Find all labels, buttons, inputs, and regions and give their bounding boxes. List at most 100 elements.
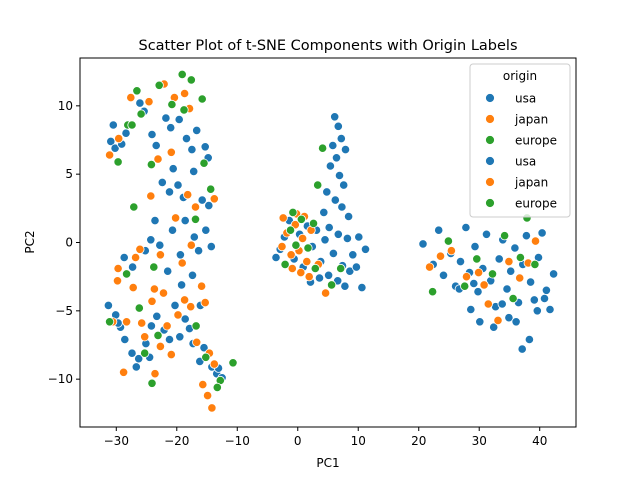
point-usa-109 [418, 239, 428, 249]
point-usa-31 [180, 216, 190, 226]
point-usa-26 [146, 235, 156, 245]
point-usa-36 [119, 252, 129, 263]
point-japan-0 [105, 150, 115, 160]
point-japan-11 [146, 191, 156, 201]
legend-label-japan: japan [514, 113, 548, 127]
point-europe-23 [228, 358, 238, 368]
point-usa-42 [103, 300, 114, 310]
point-europe-42 [460, 281, 470, 291]
point-usa-140 [475, 317, 485, 327]
point-japan-59 [278, 213, 288, 223]
point-europe-15 [122, 269, 132, 279]
point-europe-14 [149, 262, 159, 272]
point-japan-28 [147, 296, 157, 306]
point-europe-43 [472, 254, 482, 264]
point-usa-115 [455, 256, 466, 267]
point-japan-19 [197, 281, 207, 291]
point-usa-2 [110, 143, 120, 153]
y-tick-label: 5 [65, 167, 73, 181]
point-usa-46 [127, 348, 137, 358]
legend-box [469, 63, 571, 218]
point-usa-30 [175, 250, 185, 260]
y-axis-ticks: −10 −5 0 5 10 [48, 99, 80, 386]
x-tick-label: 30 [472, 434, 487, 448]
point-japan-12 [209, 194, 219, 204]
point-japan-2 [126, 93, 136, 103]
x-axis-ticks: −30 −20 −10 0 10 20 30 40 [104, 427, 547, 448]
point-japan-23 [158, 288, 169, 298]
point-usa-32 [189, 232, 199, 242]
point-japan-34 [155, 341, 165, 351]
point-usa-19 [173, 180, 183, 190]
point-japan-15 [186, 240, 196, 250]
point-usa-94 [334, 170, 345, 181]
point-usa-100 [319, 207, 329, 217]
point-japan-14 [171, 213, 181, 223]
point-japan-65 [461, 272, 472, 282]
point-japan-29 [162, 321, 172, 331]
x-axis-label: PC1 [316, 456, 339, 470]
point-usa-135 [537, 228, 547, 238]
point-usa-39 [177, 280, 187, 290]
point-usa-40 [187, 270, 198, 280]
point-japan-63 [435, 251, 446, 261]
point-japan-45 [131, 252, 141, 263]
legend-marker-japan [485, 177, 495, 187]
point-europe-36 [326, 280, 337, 290]
point-usa-28 [155, 240, 165, 250]
point-usa-33 [194, 246, 204, 256]
point-usa-35 [206, 242, 216, 252]
point-usa-126 [502, 284, 512, 294]
point-usa-3 [121, 128, 131, 138]
point-europe-32 [291, 240, 301, 250]
legend-title: origin [503, 69, 537, 83]
point-usa-138 [548, 269, 559, 279]
point-usa-45 [120, 334, 130, 345]
point-usa-133 [529, 295, 539, 305]
point-europe-33 [280, 259, 290, 269]
legend-marker-europe [485, 135, 495, 145]
point-japan-22 [149, 284, 159, 294]
point-japan-66 [473, 267, 484, 278]
point-usa-128 [510, 243, 520, 253]
point-usa-98 [337, 202, 347, 212]
point-japan-56 [304, 272, 314, 282]
point-usa-23 [197, 195, 207, 205]
point-usa-38 [163, 266, 173, 276]
point-usa-9 [161, 113, 171, 123]
point-usa-148 [497, 299, 507, 309]
point-usa-34 [201, 225, 211, 235]
point-usa-145 [511, 317, 521, 327]
x-tick-label: 20 [411, 434, 426, 448]
point-japan-27 [137, 318, 147, 328]
y-tick-label: −10 [48, 372, 73, 386]
point-usa-105 [351, 262, 361, 272]
point-europe-6 [186, 75, 196, 85]
point-usa-95 [339, 180, 349, 190]
point-europe-35 [317, 143, 328, 153]
point-japan-40 [203, 390, 213, 401]
point-europe-25 [105, 317, 115, 327]
point-japan-54 [287, 263, 297, 274]
x-tick-label: −30 [104, 434, 129, 448]
point-usa-87 [330, 112, 340, 122]
point-europe-18 [191, 321, 201, 331]
y-tick-label: −5 [55, 304, 73, 318]
point-japan-48 [286, 250, 296, 260]
point-europe-28 [285, 225, 296, 235]
point-usa-144 [524, 334, 535, 345]
point-usa-29 [167, 225, 178, 235]
point-japan-13 [190, 202, 201, 212]
point-usa-0 [108, 120, 118, 130]
point-europe-26 [113, 157, 123, 167]
point-usa-107 [357, 282, 367, 293]
legend-marker-usa [485, 93, 495, 103]
point-europe-48 [508, 293, 518, 304]
point-japan-30 [173, 310, 183, 320]
point-usa-90 [328, 140, 338, 151]
point-usa-89 [336, 134, 346, 144]
point-usa-136 [541, 285, 552, 295]
point-usa-88 [333, 121, 343, 131]
point-japan-38 [209, 359, 219, 369]
